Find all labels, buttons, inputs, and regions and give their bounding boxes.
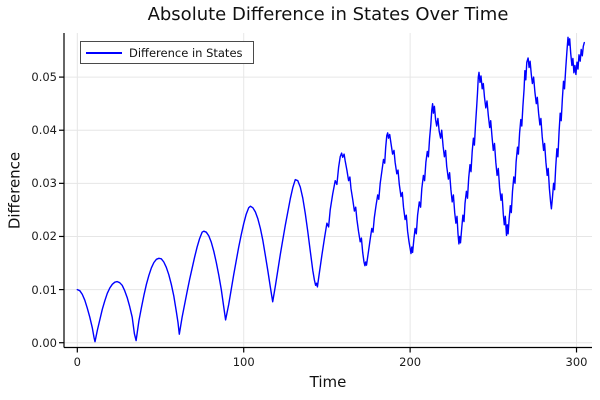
y-tick-label: 0.00 — [31, 335, 57, 350]
x-tick-label: 100 — [232, 354, 255, 369]
x-axis-label: Time — [309, 373, 347, 391]
y-tick-label: 0.04 — [31, 123, 57, 138]
y-tick-label: 0.05 — [31, 70, 57, 85]
y-tick-label: 0.02 — [31, 229, 57, 244]
legend-line-sample — [86, 51, 122, 54]
chart-title: Absolute Difference in States Over Time — [147, 4, 509, 25]
difference-series-line — [76, 36, 585, 343]
x-tick-label: 0 — [73, 354, 81, 369]
axis-tick-marks — [59, 76, 578, 353]
legend-series-label: Difference in States — [129, 45, 243, 60]
x-tick-label: 200 — [399, 354, 422, 369]
y-tick-label: 0.03 — [31, 176, 57, 191]
x-tick-label: 300 — [565, 354, 588, 369]
gridlines — [64, 33, 592, 348]
y-axis-label: Difference — [5, 151, 24, 230]
y-tick-label: 0.01 — [31, 282, 57, 297]
legend-box: Difference in States — [80, 41, 254, 64]
axes-spines — [63, 33, 592, 349]
